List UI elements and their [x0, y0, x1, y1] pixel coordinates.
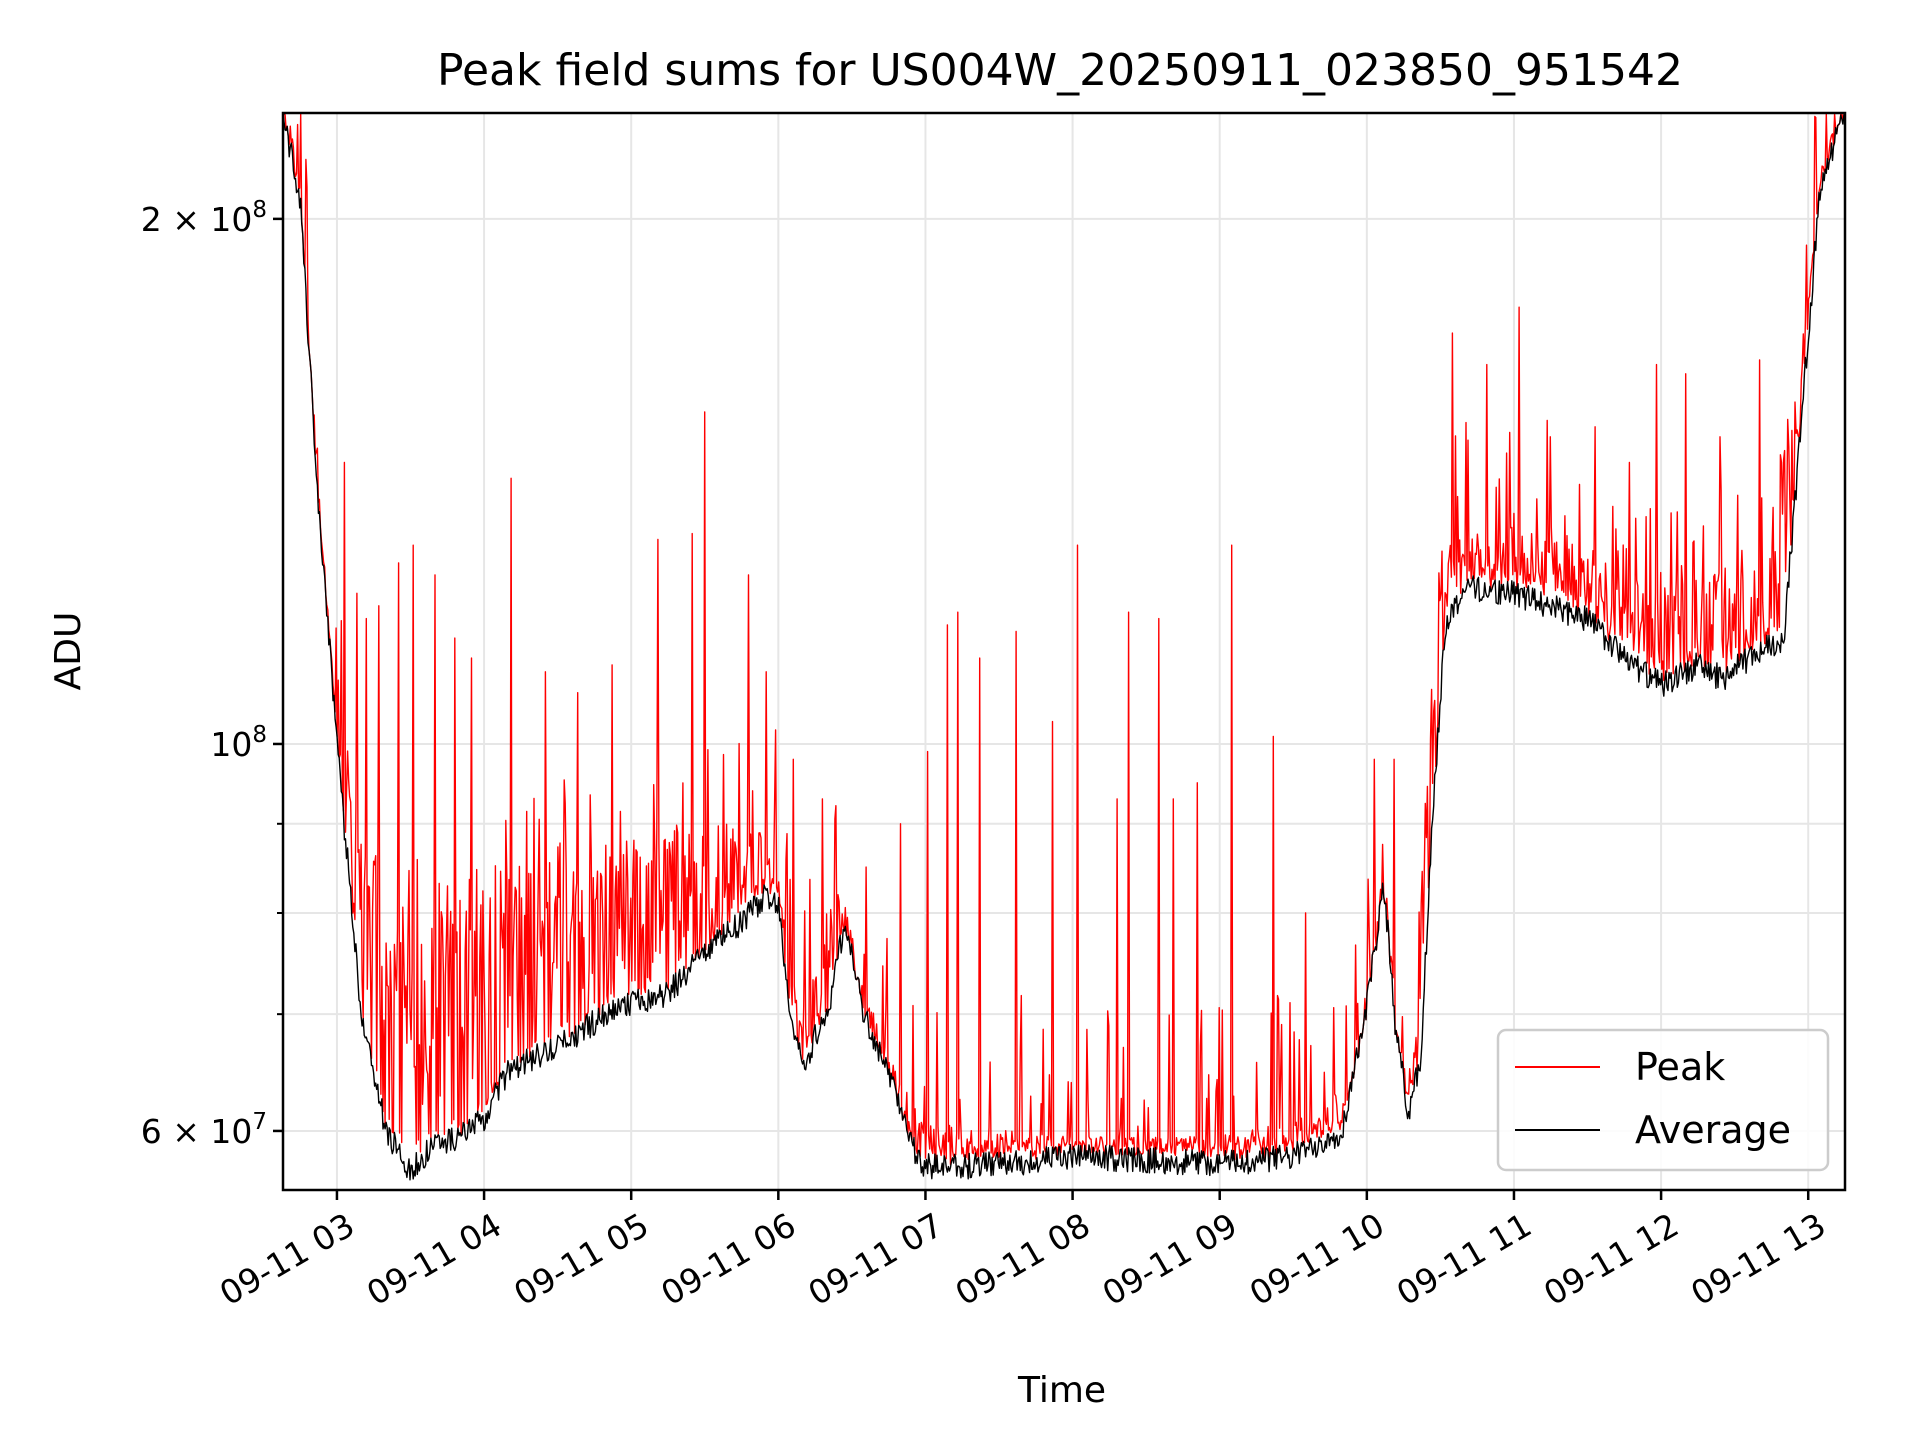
legend-label-peak: Peak [1635, 1045, 1725, 1089]
x-tick-label-1: 09-11 04 [360, 1205, 508, 1313]
x-tick-label-4: 09-11 07 [801, 1205, 949, 1313]
plot-frame [281, 111, 1847, 1192]
series-peak [283, 113, 1846, 1166]
x-tick-label-8: 09-11 11 [1390, 1205, 1538, 1313]
x-tick-label-2: 09-11 05 [507, 1205, 655, 1313]
x-tick-label-6: 09-11 09 [1096, 1205, 1244, 1313]
y-axis-label: ADU [48, 612, 89, 691]
x-axis-label: Time [1017, 1370, 1106, 1411]
chart-title: Peak field sums for US004W_20250911_0238… [437, 45, 1683, 96]
x-tick-label-5: 09-11 08 [949, 1205, 1097, 1313]
x-tick-label-0: 09-11 03 [213, 1205, 361, 1313]
x-tick-label-9: 09-11 12 [1537, 1205, 1685, 1313]
series-average [282, 113, 1846, 1181]
x-tick-label-3: 09-11 06 [654, 1205, 802, 1313]
legend-label-average: Average [1635, 1108, 1791, 1152]
peak-line [283, 113, 1846, 1166]
x-axis: 09-11 03 09-11 04 09-11 05 09-11 06 09-11 07… [213, 1190, 1832, 1313]
grid [283, 113, 1845, 1190]
y-tick-label-0: 6 × 107 [141, 1109, 267, 1151]
y-tick-label-2: 2 × 108 [141, 197, 267, 239]
legend: Peak Average [1496, 1028, 1830, 1172]
legend-box [1496, 1028, 1830, 1172]
x-tick-label-7: 09-11 10 [1243, 1205, 1391, 1313]
y-axis: 6 × 107 108 2 × 108 [141, 197, 283, 1151]
x-tick-label-10: 09-11 13 [1684, 1205, 1832, 1313]
y-tick-label-1: 108 [210, 722, 267, 764]
average-line [282, 113, 1846, 1181]
